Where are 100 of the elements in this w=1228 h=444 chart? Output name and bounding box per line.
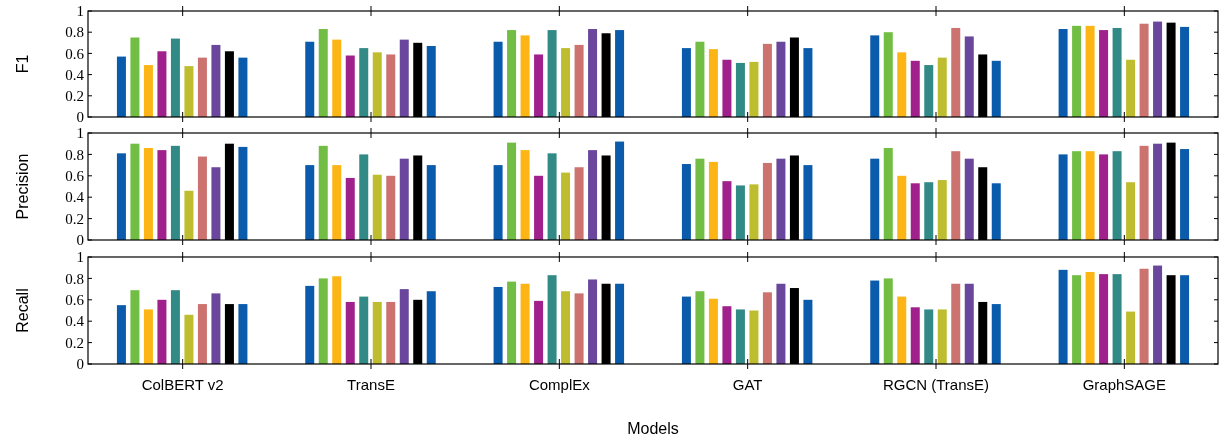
x-tick-label: RGCN (TransE)	[882, 375, 990, 393]
bar	[157, 51, 167, 117]
bar	[910, 307, 920, 364]
y-tick-label: 0.8	[65, 270, 84, 287]
bar	[184, 66, 194, 117]
bar	[1112, 274, 1122, 364]
y-axis-title: F1	[14, 54, 31, 74]
bar	[1139, 268, 1149, 364]
bar	[776, 158, 786, 240]
bar	[238, 304, 248, 364]
bar	[547, 30, 557, 117]
bar	[170, 38, 180, 117]
y-tick-label: 0.4	[65, 189, 85, 206]
bar	[345, 55, 355, 117]
bar	[547, 153, 557, 240]
bar	[937, 180, 947, 240]
bar	[951, 27, 961, 117]
bar	[803, 165, 813, 240]
bar	[197, 156, 207, 240]
bar	[1180, 26, 1190, 117]
y-tick-label: 0	[76, 356, 84, 373]
bar	[762, 292, 772, 364]
bar	[520, 35, 530, 117]
bar	[116, 153, 126, 240]
bar	[211, 44, 221, 117]
bar	[372, 174, 382, 240]
y-axis-title: Recall	[14, 288, 31, 333]
bar	[1058, 29, 1068, 117]
bar	[426, 165, 436, 240]
bar	[305, 285, 315, 364]
bar	[695, 291, 705, 364]
bar	[588, 150, 598, 240]
bar	[749, 61, 759, 117]
x-tick-label: GraphSAGE	[1082, 375, 1167, 393]
bar	[1099, 274, 1109, 364]
bar	[924, 65, 934, 117]
bar	[399, 39, 409, 117]
bar	[318, 29, 328, 117]
bar	[735, 309, 745, 364]
bar	[681, 48, 691, 117]
bar	[1112, 27, 1122, 117]
bar	[722, 59, 732, 117]
bar	[211, 167, 221, 240]
bar	[345, 177, 355, 240]
bar	[1072, 275, 1082, 364]
bar	[883, 32, 893, 117]
bar	[681, 296, 691, 364]
bar	[170, 290, 180, 364]
bar	[615, 283, 625, 364]
bar	[1099, 30, 1109, 117]
bar	[870, 35, 880, 117]
bar	[951, 151, 961, 240]
bar	[493, 286, 503, 364]
bar	[1126, 311, 1136, 364]
bar	[870, 158, 880, 240]
x-tick-label: ComplEx	[528, 375, 591, 393]
bar	[534, 300, 544, 364]
x-axis-title: Models	[627, 420, 679, 437]
y-tick-label: 0.8	[65, 24, 84, 41]
bar	[426, 291, 436, 364]
bar	[708, 49, 718, 117]
bar	[197, 304, 207, 364]
bar	[372, 301, 382, 364]
bar	[1180, 275, 1190, 364]
bar	[1139, 145, 1149, 240]
bar	[883, 147, 893, 240]
bar	[170, 145, 180, 240]
bar	[399, 289, 409, 364]
bar	[561, 291, 571, 364]
y-tick-label: 0.2	[65, 210, 84, 227]
bar	[520, 283, 530, 364]
y-axis-title: Precision	[14, 153, 31, 220]
bar	[991, 60, 1001, 117]
bar	[937, 309, 947, 364]
bar	[534, 54, 544, 117]
bar	[964, 158, 974, 240]
y-tick-label: 0.6	[65, 292, 85, 309]
bar	[749, 184, 759, 240]
bar	[870, 280, 880, 364]
bar	[318, 278, 328, 364]
bar	[708, 161, 718, 240]
bar	[386, 54, 396, 117]
bar	[359, 296, 369, 364]
bar	[776, 41, 786, 117]
bar	[386, 175, 396, 240]
bar	[507, 281, 517, 364]
y-tick-label: 0	[76, 232, 84, 249]
y-tick-label: 0.6	[65, 168, 85, 185]
bar	[426, 45, 436, 117]
bar	[574, 167, 584, 240]
x-tick-label: GAT	[732, 375, 763, 393]
bar	[1180, 149, 1190, 240]
y-tick-label: 0.2	[65, 88, 84, 105]
bar	[305, 165, 315, 240]
bar	[1153, 265, 1163, 364]
bar	[615, 141, 625, 240]
bar	[184, 190, 194, 240]
bar	[735, 62, 745, 117]
bar	[1126, 182, 1136, 240]
x-tick-label: TransE	[347, 375, 395, 393]
